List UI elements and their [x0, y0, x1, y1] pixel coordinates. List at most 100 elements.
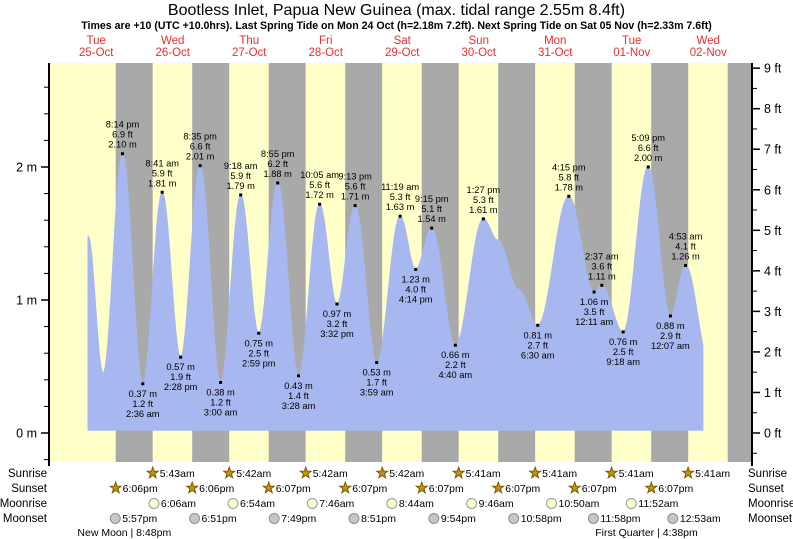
high-tide-label: 1:27 pm5.3 ft1.61 m	[467, 185, 501, 215]
almanac-row-sunrise: Sunrise Sunrise 5:43am 5:42am 5:42am 5:42am 5:…	[8, 465, 787, 480]
day-name-label: Fri	[319, 35, 332, 47]
right-axis-tick-label: 7 ft	[764, 143, 782, 157]
tide-extreme-dot	[297, 374, 301, 378]
almanac-time: 6:07pm	[658, 483, 693, 495]
day-name-label: Sun	[469, 35, 489, 47]
almanac-time: 11:58pm	[600, 513, 640, 525]
tide-label-line: 10:05 am	[300, 170, 339, 180]
left-axis-tick-label: 2 m	[16, 161, 37, 175]
almanac-row-label-right: Sunrise	[748, 468, 787, 480]
low-tide-label: 0.97 m3.2 ft3:32 pm	[320, 309, 354, 339]
tide-label-line: 8:55 pm	[261, 149, 295, 159]
tide-label-line: 3.6 ft	[591, 261, 612, 271]
moonset-circle-icon	[428, 513, 440, 524]
tide-label-line: 6.9 ft	[112, 130, 133, 140]
almanac-time: 7:49pm	[281, 513, 316, 525]
almanac-time: 5:43am	[160, 468, 195, 480]
tide-label-line: 1.54 m	[417, 214, 446, 224]
almanac-row-moonset: Moonset Moonset 5:57pm 6:51pm 7:49pm 8:51pm 9:…	[3, 513, 793, 525]
tide-label-line: 0.43 m	[284, 381, 313, 391]
tide-extreme-dot	[481, 217, 485, 221]
low-tide-label: 0.53 m1.7 ft3:59 am	[360, 368, 394, 398]
tide-label-line: 2.9 ft	[660, 331, 681, 341]
sunset-star-icon	[491, 480, 506, 494]
tide-label-line: 5.9 ft	[230, 171, 251, 181]
low-tide-label: 0.75 m2.5 ft2:59 pm	[242, 338, 276, 368]
day-date-label: 31-Oct	[538, 47, 573, 59]
tide-label-line: 2:37 am	[585, 251, 619, 261]
tide-label-line: 4:53 am	[669, 231, 703, 241]
tide-label-line: 0.57 m	[166, 362, 195, 372]
day-name-label: Thu	[239, 35, 259, 47]
high-tide-label: 9:13 pm5.6 ft1.71 m	[338, 172, 372, 202]
low-tide-label: 0.57 m1.9 ft2:28 pm	[164, 362, 198, 392]
high-tide-label: 4:53 am4.1 ft1.26 m	[669, 231, 703, 261]
moonrise-circle-icon	[227, 498, 239, 509]
almanac-row-label-left: Sunrise	[8, 468, 47, 480]
tide-extreme-dot	[219, 380, 223, 384]
tide-extreme-dot	[335, 302, 339, 306]
almanac-time: 5:41am	[695, 468, 730, 480]
sunrise-star-icon	[298, 465, 313, 479]
moonset-circle-icon	[667, 513, 679, 524]
almanac-row-label-left: Sunset	[11, 483, 48, 495]
tide-label-line: 1.63 m	[386, 202, 415, 212]
tide-extreme-dot	[141, 382, 145, 386]
tide-label-line: 12:07 am	[651, 341, 690, 351]
moonset-circle-icon	[587, 513, 599, 524]
tide-label-line: 0.38 m	[206, 387, 235, 397]
tide-label-line: 1.06 m	[580, 297, 609, 307]
high-tide-label: 2:37 am3.6 ft1.11 m	[585, 251, 619, 281]
tide-extreme-dot	[536, 323, 540, 327]
tide-label-line: 1.11 m	[588, 271, 616, 281]
low-tide-label: 1.23 m4.0 ft4:14 pm	[399, 274, 433, 304]
tide-extreme-dot	[567, 194, 571, 198]
day-name-label: Tue	[87, 35, 106, 47]
tide-label-line: 0.66 m	[441, 350, 470, 360]
tide-extreme-dot	[414, 267, 418, 271]
low-tide-label: 0.43 m1.4 ft3:28 am	[282, 381, 316, 411]
tide-label-line: 0.37 m	[129, 389, 158, 399]
sunset-star-icon	[567, 480, 582, 494]
almanac-time: 10:50am	[559, 498, 600, 510]
sunset-star-icon	[185, 480, 200, 494]
right-axis-tick-label: 2 ft	[764, 345, 782, 359]
day-name-label: Sat	[394, 35, 412, 47]
tide-label-line: 1.78 m	[555, 182, 584, 192]
moonrise-circle-icon	[546, 498, 558, 509]
sunrise-star-icon	[604, 465, 619, 479]
almanac-time: 6:07pm	[352, 483, 387, 495]
right-axis-tick-label: 9 ft	[764, 62, 782, 76]
almanac-time: 6:54am	[240, 498, 275, 510]
sunset-star-icon	[414, 480, 429, 494]
low-tide-label: 0.38 m1.2 ft3:00 am	[204, 387, 238, 417]
page-title: Bootless Inlet, Papua New Guinea (max. t…	[167, 2, 626, 19]
day-name-label: Tue	[622, 35, 641, 47]
tide-extreme-dot	[375, 361, 379, 365]
tide-extreme-dot	[318, 202, 322, 206]
tide-label-line: 3:32 pm	[320, 329, 354, 339]
moonset-circle-icon	[109, 513, 121, 524]
tide-extreme-dot	[179, 355, 183, 359]
low-tide-label: 0.37 m1.2 ft2:36 am	[126, 389, 160, 419]
almanac-time: 5:42am	[313, 468, 348, 480]
high-tide-label: 8:35 pm6.6 ft2.01 m	[183, 132, 217, 162]
tide-label-line: 5.3 ft	[473, 195, 494, 205]
tide-label-line: 3:00 am	[204, 407, 238, 417]
tide-label-line: 1.79 m	[226, 181, 255, 191]
tide-label-line: 8:35 pm	[183, 132, 217, 142]
tide-label-line: 0.76 m	[609, 337, 638, 347]
tide-label-line: 5:09 pm	[631, 133, 665, 143]
tide-label-line: 1.88 m	[263, 169, 292, 179]
low-tide-label: 0.66 m2.2 ft4:40 am	[439, 350, 473, 380]
tide-label-line: 1:27 pm	[467, 185, 501, 195]
almanac-row-label-left: Moonrise	[0, 498, 47, 510]
tide-label-line: 2:28 pm	[164, 382, 198, 392]
right-axis-tick-label: 8 ft	[764, 102, 782, 116]
almanac-time: 6:06am	[161, 498, 196, 510]
moonset-circle-icon	[348, 513, 360, 524]
day-name-label: Wed	[697, 35, 720, 47]
